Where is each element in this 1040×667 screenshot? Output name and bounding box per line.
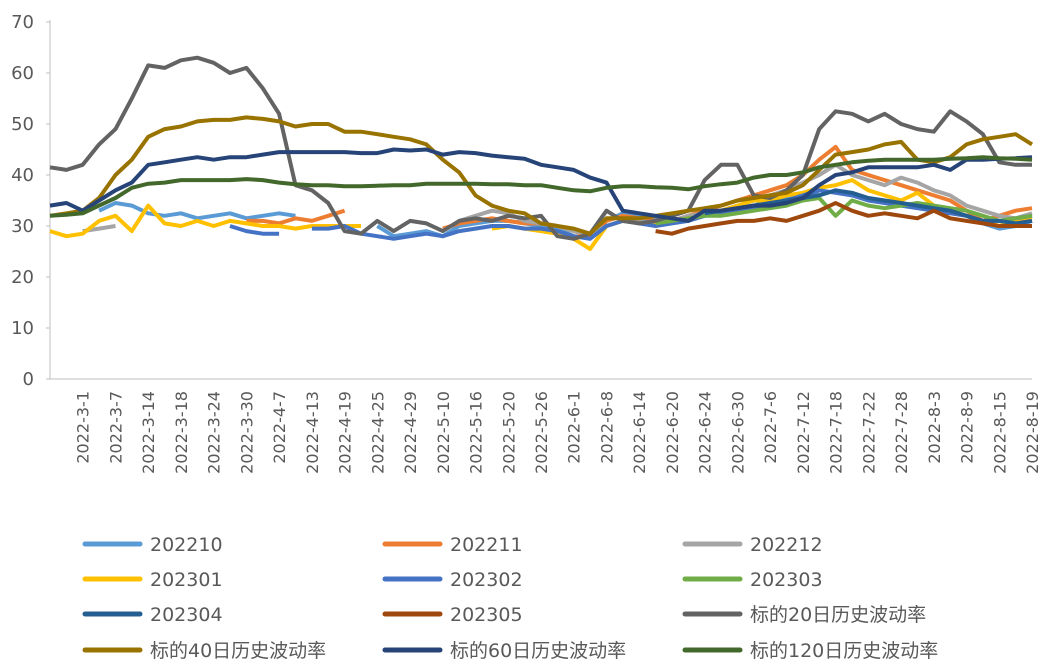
series-line bbox=[49, 155, 1033, 218]
x-tick-label: 2022-5-20 bbox=[499, 391, 518, 474]
x-tick-label: 2022-8-9 bbox=[958, 391, 977, 464]
x-tick-label: 2022-7-6 bbox=[761, 391, 780, 464]
series-line bbox=[49, 115, 1034, 236]
series-line bbox=[229, 188, 1033, 241]
series-line bbox=[655, 201, 1032, 236]
x-tick-label: 2022-8-15 bbox=[990, 391, 1009, 474]
y-tick-label: 20 bbox=[11, 267, 34, 288]
legend-label: 202210 bbox=[150, 534, 223, 556]
x-tick-label: 2022-4-25 bbox=[368, 391, 387, 474]
y-tick-label: 60 bbox=[11, 63, 34, 84]
x-tick-label: 2022-6-30 bbox=[728, 391, 747, 474]
y-tick-label: 30 bbox=[11, 216, 34, 237]
legend-label: 标的60日历史波动率 bbox=[450, 640, 626, 662]
x-tick-label: 2022-6-14 bbox=[630, 391, 649, 474]
y-tick-label: 50 bbox=[11, 114, 34, 135]
legend-label: 202301 bbox=[150, 569, 223, 591]
legend-label: 标的20日历史波动率 bbox=[750, 604, 926, 626]
x-tick-label: 2022-8-19 bbox=[1023, 391, 1040, 474]
x-tick-label: 2022-7-18 bbox=[827, 391, 846, 474]
x-tick-label: 2022-5-26 bbox=[532, 391, 551, 474]
legend-label: 202211 bbox=[450, 534, 523, 556]
x-tick-label: 2022-6-20 bbox=[663, 391, 682, 474]
series-line bbox=[49, 147, 1033, 223]
legend-label: 标的40日历史波动率 bbox=[150, 640, 326, 662]
y-tick-label: 10 bbox=[11, 318, 34, 339]
series-line bbox=[49, 55, 1032, 241]
legend-label: 标的120日历史波动率 bbox=[750, 640, 938, 662]
x-tick-label: 2022-4-19 bbox=[336, 391, 355, 474]
legend-label: 202302 bbox=[450, 569, 523, 591]
legend-label: 202303 bbox=[750, 569, 823, 591]
x-tick-label: 2022-7-28 bbox=[892, 391, 911, 474]
x-tick-label: 2022-5-16 bbox=[467, 391, 486, 474]
x-tick-label: 2022-5-10 bbox=[434, 391, 453, 474]
x-tick-label: 2022-7-22 bbox=[859, 391, 878, 474]
x-tick-label: 2022-3-14 bbox=[139, 391, 158, 474]
x-tick-label: 2022-3-24 bbox=[205, 391, 224, 474]
x-tick-label: 2022-4-7 bbox=[270, 391, 289, 464]
x-tick-label: 2022-3-1 bbox=[74, 391, 93, 464]
y-tick-label: 0 bbox=[23, 369, 34, 390]
legend-label: 202212 bbox=[750, 534, 823, 556]
x-tick-label: 2022-3-30 bbox=[237, 391, 256, 474]
y-tick-label: 70 bbox=[11, 12, 34, 33]
legend-label: 202304 bbox=[150, 604, 223, 626]
x-tick-label: 2022-4-29 bbox=[401, 391, 420, 474]
x-tick-label: 2022-6-1 bbox=[565, 391, 584, 464]
x-tick-label: 2022-8-3 bbox=[925, 391, 944, 464]
x-tick-label: 2022-6-8 bbox=[597, 391, 616, 464]
x-tick-label: 2022-6-24 bbox=[696, 391, 715, 474]
legend-label: 202305 bbox=[450, 604, 523, 626]
x-tick-label: 2022-4-13 bbox=[303, 391, 322, 474]
x-tick-label: 2022-3-7 bbox=[106, 391, 125, 464]
x-tick-label: 2022-7-12 bbox=[794, 391, 813, 474]
y-tick-label: 40 bbox=[11, 165, 34, 186]
x-tick-label: 2022-3-18 bbox=[172, 391, 191, 474]
